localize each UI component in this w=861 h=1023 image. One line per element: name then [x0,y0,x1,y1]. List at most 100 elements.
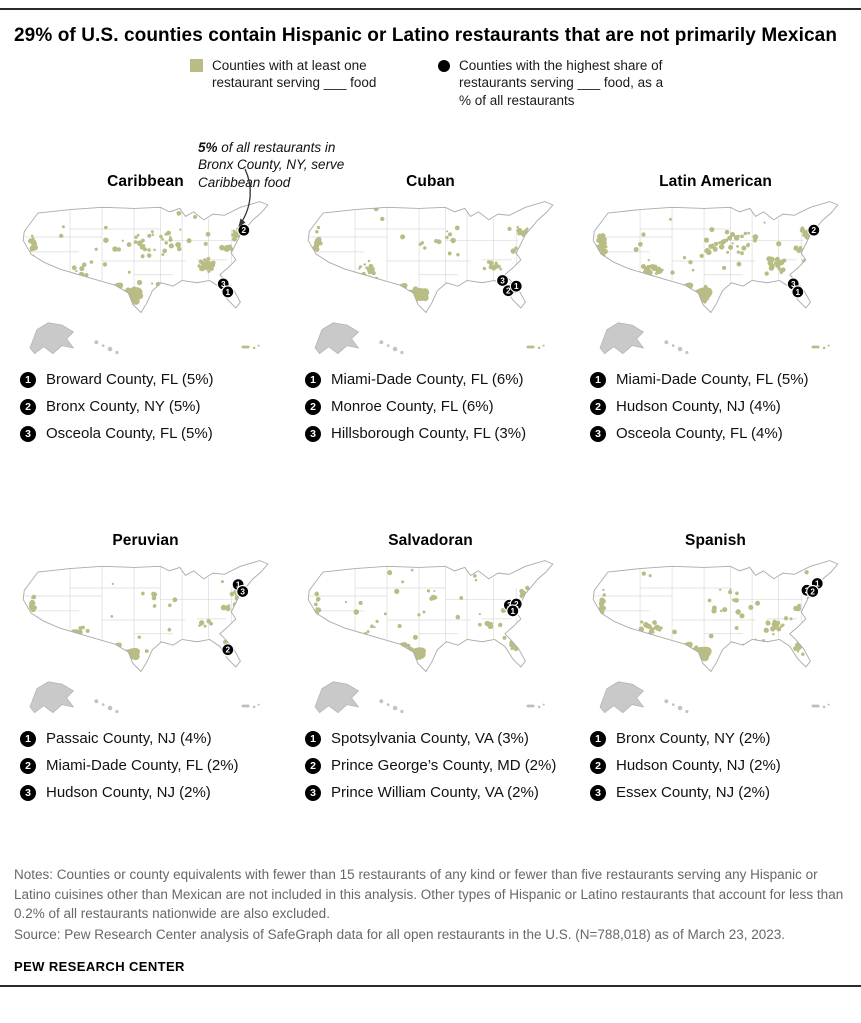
us-outline [307,560,554,673]
svg-text:1: 1 [511,607,516,616]
rank-badge: 2 [20,757,36,774]
top-county-item: 2 Hudson County, NJ (2%) [590,757,847,774]
svg-text:2: 2 [810,587,815,596]
top-county-item: 1 Spotsylvania County, VA (3%) [305,730,562,747]
top-county-item: 3 Hudson County, NJ (2%) [20,784,277,801]
rank-badge: 2 [305,398,321,415]
rank-badge: 1 [20,730,36,747]
map-title: Latin American [659,172,772,190]
alaska-inset [29,681,75,714]
annotation-lead: 5% [198,139,218,155]
caribbean-islands-inset [811,344,830,349]
us-outline [22,560,269,673]
hawaii-inset [664,339,689,354]
source-text: Source: Pew Research Center analysis of … [14,927,786,943]
rank-badge: 3 [20,425,36,442]
top-county-markers: 2 31 [216,223,251,299]
svg-text:1: 1 [815,579,820,588]
page-title: 29% of U.S. counties contain Hispanic or… [14,25,838,46]
county-label: Bronx County, NY (2%) [616,730,771,748]
rank-badge: 2 [590,757,606,774]
alaska-inset [314,322,360,354]
county-label: Bronx County, NY (5%) [46,398,201,415]
county-label: Miami-Dade County, FL (5%) [616,371,809,388]
top-counties-list: 1 Miami-Dade County, FL (5%) 2 Hudson Coun… [584,371,847,442]
map-title: Peruvian [112,532,179,549]
top-counties-list: 1 Spotsylvania County, VA (3%) 2 Prince Ge… [299,730,562,801]
map-title: Cuban [406,172,455,190]
infographic: 29% of U.S. counties contain Hispanic or… [0,23,861,974]
top-county-markers: 132 [800,576,824,598]
bottom-rule [0,984,861,987]
black-circle-swatch [438,59,450,72]
rank-badge: 3 [305,784,321,801]
top-county-item: 3 Essex County, NJ (2%) [590,784,847,801]
map-title: Caribbean [107,172,184,190]
top-county-item: 1 Passaic County, NJ (4%) [20,730,277,747]
rank-badge: 3 [590,784,606,801]
county-label: Hudson County, NJ (2%) [46,784,211,802]
top-counties-list: 1 Broward County, FL (5%) 2 Bronx County, … [14,371,277,442]
rank-badge: 1 [590,730,606,747]
svg-text:1: 1 [514,282,519,291]
map-panel-latin-american: Latin American 2 3 1 1 Miami-Dade County, F… [584,173,847,452]
hawaii-inset [664,699,689,714]
caribbean-islands-inset [811,703,830,709]
svg-text:2: 2 [812,226,817,235]
rank-badge: 3 [590,425,606,442]
svg-text:2: 2 [242,226,247,235]
rank-badge: 1 [305,371,321,388]
hawaii-inset [379,339,404,354]
top-rule [0,8,861,10]
county-label: Osceola County, FL (4%) [616,425,783,442]
top-counties-list: 1 Miami-Dade County, FL (6%) 2 Monroe Coun… [299,371,562,442]
map-title: Salvadoran [388,532,473,549]
svg-text:1: 1 [236,581,241,590]
top-county-item: 3 Osceola County, FL (5%) [20,425,277,442]
hawaii-inset [94,699,119,714]
top-county-item: 1 Broward County, FL (5%) [20,371,277,388]
state-borders [24,566,234,654]
hawaii-inset [379,699,404,714]
county-label: Osceola County, FL (5%) [46,425,213,442]
legend-item-marker: Counties with the highest share of resta… [438,57,668,110]
us-county-map: 321 [307,200,554,354]
svg-text:3: 3 [240,587,245,596]
county-label: Passaic County, NJ (4%) [46,730,212,748]
county-label: Hudson County, NJ (2%) [616,757,781,775]
map-canvas: 132 [584,556,847,718]
annotation-arrow-icon [238,168,251,227]
map-title: Spanish [685,532,746,549]
top-county-item: 1 Miami-Dade County, FL (6%) [305,371,562,388]
rank-badge: 2 [20,398,36,415]
caribbean-islands-inset [526,344,545,349]
caribbean-islands-inset [241,703,260,709]
county-label: Hillsborough County, FL (3%) [331,425,527,442]
rank-badge: 3 [20,784,36,801]
top-county-item: 2 Monroe County, FL (6%) [305,398,562,415]
alaska-inset [29,322,75,354]
county-label: Hudson County, NJ (4%) [616,398,781,415]
county-label: Miami-Dade County, FL (6%) [331,371,524,388]
county-label: Broward County, FL (5%) [46,371,214,388]
pew-research-center-wordmark: PEW RESEARCH CENTER [14,958,185,974]
svg-text:3: 3 [500,276,505,285]
top-county-markers: 321 [502,597,523,618]
county-label: Essex County, NJ (2%) [616,784,770,802]
top-county-markers: 321 [496,273,523,297]
alaska-inset [314,681,360,714]
state-borders [309,206,519,294]
top-county-item: 2 Bronx County, NY (5%) [20,398,277,415]
rank-badge: 3 [305,425,321,442]
county-label: Prince George’s County, MD (2%) [331,757,557,775]
svg-text:1: 1 [796,288,801,297]
bronx-annotation: 5% of all restaurants in Bronx County, N… [198,139,366,192]
top-county-item: 2 Hudson County, NJ (4%) [590,398,847,415]
legend-area: Counties with at least one restaurant se… [14,49,847,227]
notes-text: Notes: Counties or county equivalents wi… [14,867,844,922]
us-county-map: 2 31 [22,200,269,354]
